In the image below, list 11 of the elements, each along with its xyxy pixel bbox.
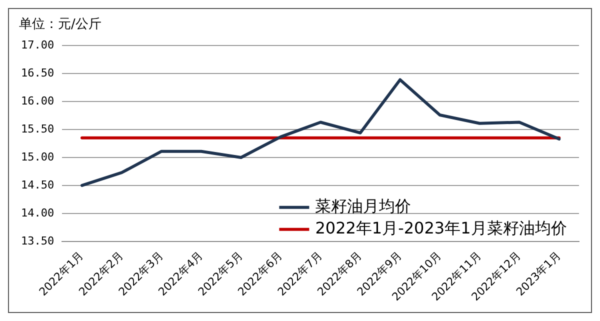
y-axis-title: 单位：元/公斤 [19,16,102,33]
y-tick-label: 14.50 [20,178,54,192]
y-tick-label: 17.00 [20,38,54,52]
legend-label: 菜籽油月均价 [315,196,412,216]
y-tick-label: 15.50 [20,122,54,136]
y-tick-label: 14.00 [20,206,54,220]
legend-label: 2022年1月-2023年1月菜籽油均价 [315,218,567,238]
y-tick-label: 15.00 [20,150,54,164]
y-tick-label: 16.00 [20,94,54,108]
y-tick-label: 13.50 [20,234,54,248]
y-tick-label: 16.50 [20,66,54,80]
